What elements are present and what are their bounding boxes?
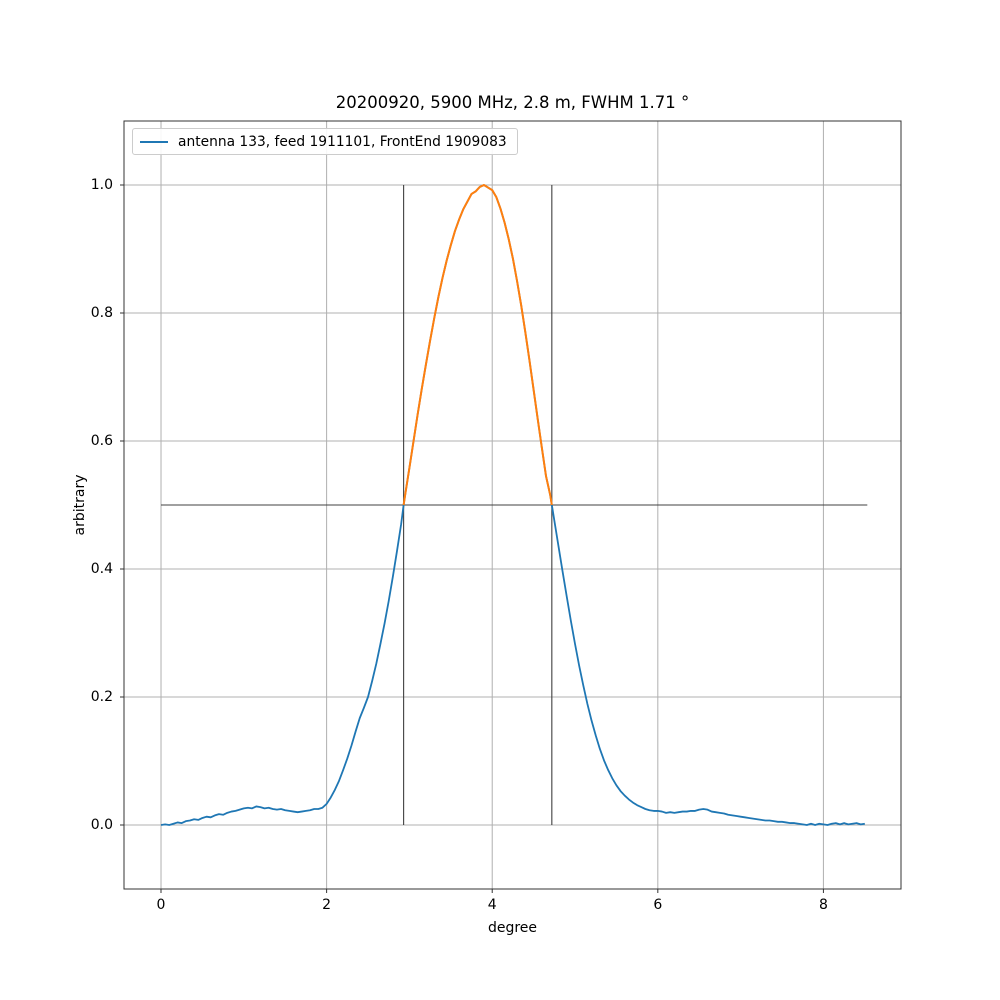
y-axis-label: arbitrary: [72, 474, 88, 536]
x-tick-label: 8: [818, 897, 828, 913]
chart-title: 20200920, 5900 MHz, 2.8 m, FWHM 1.71 °: [335, 93, 690, 112]
y-tick-label: 0.4: [90, 561, 113, 577]
y-tick-label: 0.8: [90, 305, 113, 321]
axes-frame: [123, 120, 902, 890]
x-tick-label: 0: [156, 897, 166, 913]
x-tick-label: 6: [653, 897, 663, 913]
fwhm-overlay-line: [402, 184, 553, 506]
y-tick-label: 1.0: [90, 177, 113, 193]
y-tick-label: 0.2: [90, 689, 113, 705]
legend: antenna 133, feed 1911101, FrontEnd 1909…: [132, 128, 518, 155]
x-tick-label: 2: [322, 897, 332, 913]
y-tick-label: 0.0: [90, 817, 113, 833]
x-axis-label: degree: [487, 920, 538, 936]
legend-line-swatch: [140, 140, 168, 143]
x-tick-label: 4: [487, 897, 497, 913]
legend-item-label: antenna 133, feed 1911101, FrontEnd 1909…: [178, 133, 507, 150]
y-tick-label: 0.6: [90, 433, 113, 449]
